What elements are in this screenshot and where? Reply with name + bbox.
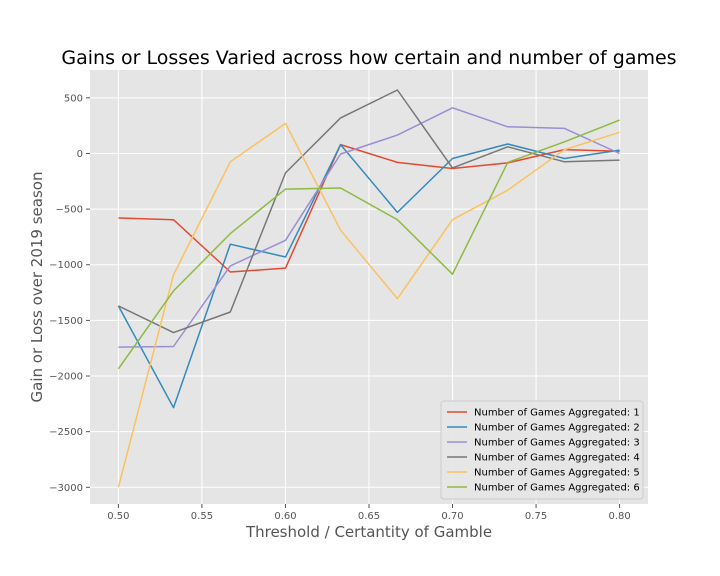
y-axis-label: Gain or Loss over 2019 season — [28, 172, 46, 403]
legend-box — [440, 400, 644, 500]
legend-label: Number of Games Aggregated: 1 — [474, 408, 640, 419]
legend-label: Number of Games Aggregated: 4 — [474, 453, 640, 464]
x-tick-label: 0.70 — [441, 511, 463, 522]
legend-label: Number of Games Aggregated: 6 — [474, 483, 640, 494]
y-tick-label: −1000 — [49, 260, 83, 271]
y-tick-label: 0 — [77, 149, 83, 160]
x-tick-label: 0.60 — [274, 511, 296, 522]
chart-title: Gains or Losses Varied across how certai… — [61, 47, 676, 69]
legend-label: Number of Games Aggregated: 5 — [474, 468, 640, 479]
series-line-1 — [118, 143, 620, 273]
legend-label: Number of Games Aggregated: 3 — [474, 438, 640, 449]
x-axis-label: Threshold / Certantity of Gamble — [245, 523, 492, 541]
series-line-6 — [117, 119, 620, 370]
series-line-5 — [117, 122, 620, 488]
series-line-3 — [118, 107, 620, 348]
x-tick-label: 0.75 — [525, 511, 547, 522]
y-tick-label: −1500 — [49, 316, 83, 327]
x-tick-label: 0.80 — [608, 511, 630, 522]
series-line-2 — [117, 143, 620, 409]
x-tick-label: 0.55 — [191, 511, 213, 522]
legend: Number of Games Aggregated: 1 Number of G… — [440, 400, 644, 500]
y-tick-label: −3000 — [49, 483, 83, 494]
y-tick-label: 500 — [64, 93, 83, 104]
y-tick-label: −2500 — [49, 427, 83, 438]
y-tick-label: −2000 — [49, 372, 83, 383]
y-axis-ticks: 500 0 −500 −1000 −1500 −2000 −2500 −3000 — [49, 93, 90, 494]
series-lines — [117, 89, 620, 488]
x-tick-label: 0.50 — [107, 511, 129, 522]
y-tick-label: −500 — [56, 205, 83, 216]
legend-label: Number of Games Aggregated: 2 — [474, 423, 640, 434]
series-line-4 — [118, 89, 620, 334]
x-axis-ticks: 0.50 0.55 0.60 0.65 0.70 0.75 0.80 — [107, 504, 631, 522]
x-tick-label: 0.65 — [358, 511, 380, 522]
